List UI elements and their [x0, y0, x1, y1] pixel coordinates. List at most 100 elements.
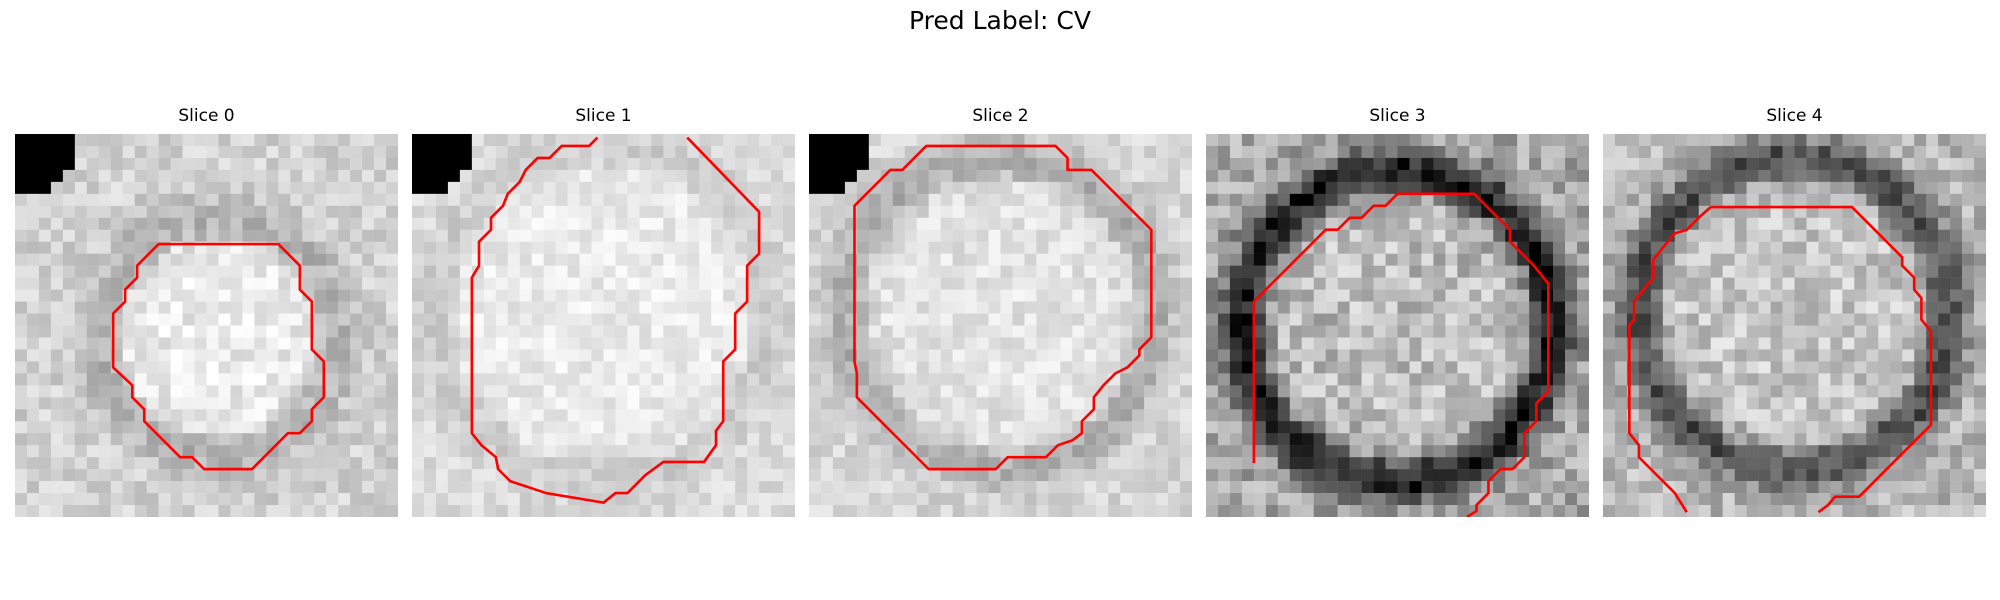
- pixel: [242, 397, 255, 410]
- pixel: [206, 193, 219, 207]
- pixel: [1289, 265, 1302, 278]
- pixel: [50, 217, 64, 230]
- pixel: [423, 505, 437, 517]
- pixel: [1156, 397, 1169, 410]
- pixel: [1938, 349, 1951, 362]
- pixel: [170, 481, 183, 494]
- pixel: [1397, 505, 1410, 517]
- prediction-contour: [111, 242, 326, 471]
- pixel: [555, 134, 568, 147]
- pixel: [266, 469, 279, 482]
- pixel: [651, 181, 664, 195]
- pixel: [1313, 457, 1326, 470]
- pixel: [1060, 385, 1073, 398]
- pixel: [1445, 169, 1458, 183]
- pixel: [471, 409, 485, 422]
- pixel: [952, 277, 965, 290]
- pixel: [423, 361, 437, 374]
- pixel: [904, 433, 917, 446]
- pixel: [1962, 361, 1975, 374]
- pixel: [1277, 193, 1291, 207]
- pixel: [350, 301, 363, 314]
- pixel: [507, 325, 520, 338]
- pixel: [290, 361, 303, 374]
- pixel: [579, 385, 592, 398]
- pixel: [1565, 409, 1578, 422]
- pixel: [567, 457, 580, 470]
- pixel: [134, 157, 147, 171]
- pixel: [1866, 421, 1879, 434]
- pixel: [1072, 493, 1085, 506]
- pixel: [1746, 253, 1759, 266]
- pixel: [940, 421, 953, 434]
- pixel: [412, 385, 425, 398]
- pixel: [783, 409, 795, 422]
- pixel: [338, 325, 351, 338]
- pixel: [904, 134, 917, 147]
- pixel: [1529, 313, 1542, 326]
- pixel: [1445, 457, 1458, 470]
- pixel: [615, 493, 628, 506]
- pixel: [1337, 397, 1350, 410]
- pixel: [1168, 481, 1181, 494]
- pixel: [1770, 421, 1783, 434]
- pixel: [940, 289, 953, 302]
- pixel: [1144, 169, 1157, 183]
- pixel: [868, 325, 882, 338]
- pixel: [531, 253, 544, 266]
- pixel: [1325, 241, 1338, 254]
- pixel: [447, 313, 461, 326]
- pixel: [1132, 385, 1145, 398]
- pixel: [1241, 433, 1255, 446]
- pixel: [1180, 445, 1192, 458]
- pixel: [1878, 445, 1891, 458]
- pixel: [651, 265, 664, 278]
- pixel: [483, 505, 497, 517]
- pixel: [158, 469, 171, 482]
- pixel: [591, 481, 604, 494]
- pixel: [302, 217, 315, 230]
- pixel: [1974, 229, 1986, 242]
- pixel: [483, 134, 497, 147]
- pixel: [1505, 421, 1518, 434]
- pixel: [423, 457, 437, 470]
- pixel: [747, 361, 760, 374]
- pixel: [964, 421, 977, 434]
- pixel: [711, 337, 724, 350]
- pixel: [1722, 134, 1735, 147]
- pixel: [1457, 373, 1470, 386]
- pixel: [1277, 469, 1291, 482]
- pixel: [1265, 145, 1279, 159]
- pixel: [952, 385, 965, 398]
- pixel: [1421, 217, 1434, 230]
- pixel: [771, 181, 784, 195]
- pixel: [1385, 337, 1398, 350]
- pixel: [98, 397, 111, 410]
- pixel: [1180, 205, 1192, 219]
- pixel: [1108, 421, 1121, 434]
- pixel: [1603, 409, 1616, 422]
- pixel: [832, 265, 846, 278]
- pixel: [1890, 253, 1903, 266]
- pixel: [747, 229, 760, 242]
- pixel: [278, 289, 291, 302]
- pixel: [110, 373, 123, 386]
- pixel: [362, 421, 375, 434]
- pixel: [988, 265, 1001, 278]
- pixel: [1241, 313, 1255, 326]
- pixel: [1842, 253, 1855, 266]
- pixel: [1854, 409, 1867, 422]
- pixel: [1132, 445, 1145, 458]
- pixel: [1722, 301, 1735, 314]
- pixel: [302, 277, 315, 290]
- pixel: [483, 145, 497, 159]
- pixel: [1890, 325, 1903, 338]
- pixel: [230, 277, 243, 290]
- pixel: [1686, 157, 1699, 171]
- pixel: [1854, 241, 1867, 254]
- pixel: [747, 409, 760, 422]
- pixel: [567, 229, 580, 242]
- pixel: [1565, 421, 1578, 434]
- pixel: [1385, 301, 1398, 314]
- pixel: [1217, 313, 1231, 326]
